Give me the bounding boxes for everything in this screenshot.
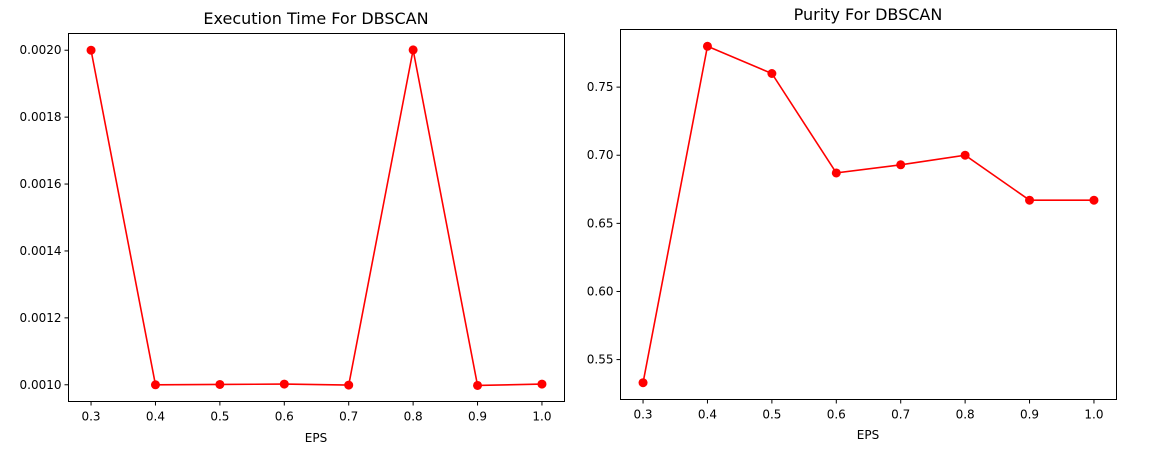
x-tick-label: 0.8	[956, 408, 975, 422]
data-point	[344, 380, 354, 390]
x-tick-label: 1.0	[532, 410, 551, 424]
x-tick-label: 0.3	[81, 410, 100, 424]
y-tick-label: 0.0016	[20, 177, 62, 191]
x-tick-label: 0.4	[146, 410, 165, 424]
axes-frame	[68, 33, 565, 402]
y-tick-label: 0.65	[587, 216, 614, 230]
x-tick-label: 0.6	[275, 410, 294, 424]
chart-purity: Purity For DBSCAN 0.55 0.60 0.65 0.70 0.75 0…	[587, 5, 1117, 442]
data-point	[537, 379, 547, 389]
data-point	[1089, 195, 1099, 205]
data-point	[638, 378, 648, 388]
x-tick-label: 0.4	[698, 408, 717, 422]
plot-area	[86, 45, 547, 390]
x-tick-label: 0.6	[827, 408, 846, 422]
data-point	[1025, 195, 1035, 205]
x-tick-label: 0.5	[762, 408, 781, 422]
x-tick-label: 0.7	[339, 410, 358, 424]
y-tick-label: 0.75	[587, 80, 614, 94]
y-tick-label: 0.55	[587, 353, 614, 367]
y-tick-label: 0.0010	[20, 378, 62, 392]
x-tick-label: 0.5	[210, 410, 229, 424]
series-line	[90, 49, 542, 387]
x-axis: 0.3 0.4 0.5 0.6 0.7 0.8 0.9 1.0	[633, 399, 1104, 422]
data-point	[279, 379, 289, 389]
x-axis: 0.3 0.4 0.5 0.6 0.7 0.8 0.9 1.0	[81, 401, 552, 424]
data-point	[473, 380, 483, 390]
y-tick-label: 0.0012	[20, 311, 62, 325]
data-point	[215, 379, 225, 389]
data-point	[86, 45, 96, 55]
x-tick-label: 0.9	[468, 410, 487, 424]
data-point	[408, 45, 418, 55]
y-axis: 0.55 0.60 0.65 0.70 0.75	[587, 80, 621, 367]
data-point	[702, 41, 712, 51]
y-tick-label: 0.60	[587, 284, 614, 298]
y-tick-label: 0.0018	[20, 110, 62, 124]
series-line	[642, 45, 1094, 383]
y-tick-label: 0.70	[587, 148, 614, 162]
data-point	[767, 69, 777, 79]
y-tick-label: 0.0020	[20, 43, 62, 57]
data-point	[831, 168, 841, 178]
x-tick-label: 0.3	[633, 408, 652, 422]
x-axis-label: EPS	[857, 428, 879, 442]
data-point	[150, 380, 160, 390]
x-tick-label: 0.7	[891, 408, 910, 422]
x-axis-label: EPS	[305, 431, 327, 445]
x-tick-label: 0.8	[404, 410, 423, 424]
chart-execution-time: Execution Time For DBSCAN 0.00100.00120.…	[20, 9, 565, 445]
y-axis: 0.0010 0.0012 0.0014 0.0016 0.0018 0.0020	[20, 43, 69, 392]
y-tick-label: 0.0014	[20, 244, 62, 258]
data-point	[960, 150, 970, 160]
data-point	[896, 160, 906, 170]
x-tick-label: 0.9	[1020, 408, 1039, 422]
plot-area	[638, 41, 1099, 388]
axes-frame	[620, 29, 1117, 400]
chart-title: Purity For DBSCAN	[794, 5, 943, 24]
chart-title: Execution Time For DBSCAN	[203, 9, 428, 28]
x-tick-label: 1.0	[1084, 408, 1103, 422]
